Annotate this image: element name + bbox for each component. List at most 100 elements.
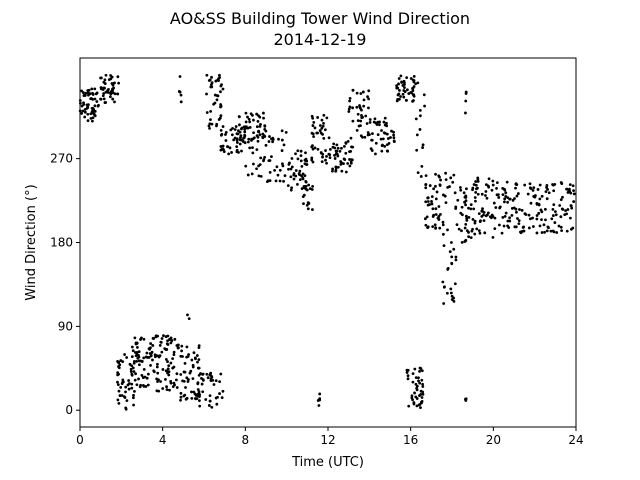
data-point: [289, 167, 293, 171]
data-point: [324, 149, 327, 152]
data-point: [300, 187, 304, 190]
data-point: [477, 212, 481, 216]
data-point: [441, 223, 445, 227]
data-point: [412, 80, 416, 84]
data-point: [464, 399, 468, 402]
data-point: [198, 399, 201, 403]
data-point: [331, 167, 334, 171]
data-point: [255, 112, 259, 116]
data-point: [491, 236, 495, 239]
data-point: [497, 196, 501, 199]
data-point: [251, 114, 254, 117]
data-point: [133, 390, 136, 393]
data-point: [451, 180, 455, 184]
data-point: [312, 121, 316, 124]
data-point: [163, 347, 167, 351]
data-point: [560, 182, 564, 186]
data-point: [90, 87, 94, 91]
data-point: [417, 376, 420, 380]
data-point: [545, 184, 549, 187]
data-point: [143, 375, 147, 379]
data-point: [221, 87, 225, 91]
data-point: [545, 197, 549, 201]
data-point: [219, 148, 223, 152]
data-point: [168, 338, 172, 341]
data-point: [233, 136, 237, 140]
data-point: [557, 224, 561, 228]
data-point: [308, 187, 312, 191]
data-point: [197, 390, 201, 393]
data-point: [185, 396, 189, 400]
data-point: [439, 213, 442, 216]
data-point: [460, 241, 464, 244]
data-point: [250, 172, 254, 176]
data-point: [392, 140, 396, 144]
data-point: [463, 226, 467, 230]
data-point: [380, 144, 384, 148]
data-point: [126, 383, 130, 387]
data-point: [287, 162, 291, 166]
data-point: [156, 362, 159, 366]
data-point: [210, 405, 214, 409]
data-point: [344, 170, 348, 174]
data-point: [378, 120, 381, 124]
data-point: [411, 380, 415, 384]
data-point: [452, 296, 455, 300]
data-point: [367, 106, 370, 110]
data-point: [185, 345, 189, 349]
data-point: [397, 92, 401, 96]
data-point: [360, 108, 363, 112]
data-point: [218, 380, 222, 384]
data-point: [292, 177, 296, 181]
data-point: [528, 186, 532, 190]
y-axis-ticks: 0 90 180 270: [50, 152, 80, 417]
data-point: [169, 341, 173, 345]
data-point: [441, 232, 445, 236]
data-point: [109, 90, 113, 93]
data-point: [303, 174, 307, 178]
data-point: [514, 225, 518, 229]
data-point: [131, 396, 135, 400]
data-point: [167, 373, 171, 377]
data-point: [164, 335, 168, 338]
data-point: [543, 207, 547, 211]
data-point: [218, 392, 221, 395]
data-point: [385, 132, 389, 136]
data-point: [219, 105, 222, 109]
data-point: [474, 183, 478, 187]
data-point: [490, 188, 494, 192]
data-point: [257, 130, 261, 134]
data-point: [248, 120, 252, 124]
data-point: [242, 136, 245, 140]
data-point: [224, 133, 227, 136]
data-point: [421, 390, 425, 394]
data-point: [442, 193, 445, 197]
data-point: [274, 179, 278, 183]
data-point: [469, 207, 473, 211]
data-point: [511, 198, 515, 202]
data-point: [336, 154, 340, 158]
data-point: [506, 196, 510, 200]
data-point: [473, 196, 477, 199]
data-point: [454, 258, 458, 262]
data-point: [380, 129, 383, 132]
data-point: [284, 131, 288, 134]
data-point: [179, 395, 183, 399]
data-point: [227, 152, 231, 156]
data-point: [490, 213, 494, 217]
data-point: [343, 158, 347, 161]
data-point: [166, 360, 169, 363]
data-point: [102, 80, 106, 84]
data-point: [344, 141, 348, 145]
data-point: [106, 89, 109, 93]
data-point: [318, 124, 322, 127]
data-point: [467, 215, 471, 219]
data-point: [300, 164, 304, 168]
data-point: [129, 367, 133, 371]
data-point: [549, 229, 553, 233]
data-point: [434, 207, 438, 211]
data-point: [268, 135, 271, 138]
data-point: [210, 75, 213, 79]
data-point: [224, 139, 228, 142]
data-point: [543, 230, 546, 234]
